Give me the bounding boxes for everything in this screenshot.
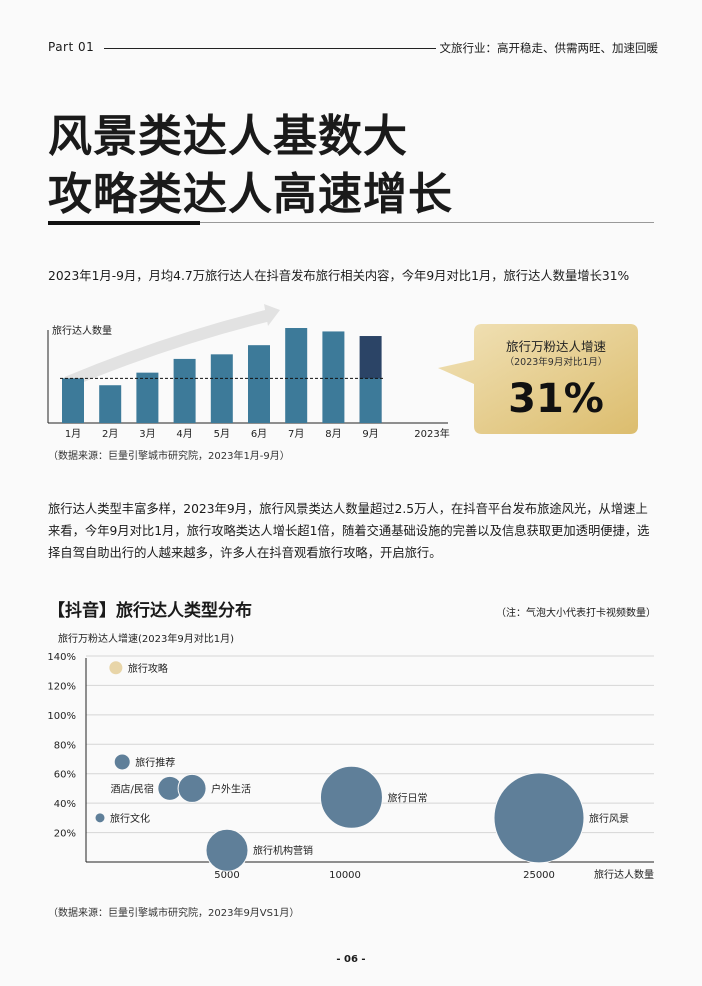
bar-tick-label: 7月 [288,428,304,440]
bar-4 [173,358,196,423]
type-bubble-chart: 旅行万粉达人增速(2023年9月对比1月) 20% 40% 60% 80% 100% 120… [47,632,654,881]
bubble-label: 旅行日常 [387,791,427,804]
bar-tick-label: 9月 [362,428,378,440]
bubble-y-tick-label: 120% [47,681,76,692]
bubble-旅行攻略 [108,660,124,676]
bubble-label: 旅行风景 [589,812,629,825]
bubble-旅行风景 [493,772,585,864]
intro-text: 2023年1月-9月，月均4.7万旅行达人在抖音发布旅行相关内容，今年9月对比1… [48,269,630,283]
bar-tick-label: 3月 [139,428,155,440]
bar-6 [248,345,270,423]
title-line-1: 风景类达人基数大 [48,111,408,162]
bubble-x-tick-label: 5000 [214,870,239,881]
bar-8 [322,331,345,423]
part-label: Part 01 [48,40,95,54]
callout-subtitle: （2023年9月对比1月） [504,357,608,368]
bar-chart-xlabel: 2023年 [414,427,449,440]
page-header: Part 01 文旅行业：高开稳走、供需两旺、加速回暖 [48,40,658,56]
bar-tick-label: 2月 [102,428,118,440]
bar-tick-label: 5月 [214,428,230,440]
title-divider-accent [48,221,200,225]
bubble-label: 酒店/民宿 [110,782,153,795]
section-subject: 文旅行业：高开稳走、供需两旺、加速回暖 [439,41,659,55]
callout-bubble-shape [438,324,638,434]
bar-3 [136,372,159,423]
bar-2 [99,385,122,423]
bubble-chart-xlabel: 旅行达人数量 [594,868,654,881]
bubble-label: 旅行文化 [110,812,150,825]
bubble-旅行文化 [94,812,106,824]
bar-chart-source: （数据来源：巨量引擎城市研究院，2023年1月-9月） [48,451,290,462]
bubble-section-note: （注：气泡大小代表打卡视频数量） [496,608,656,619]
page-title: 风景类达人基数大 攻略类达人高速增长 [48,108,453,224]
body-paragraph: 旅行达人类型丰富多样，2023年9月，旅行风景类达人数量超过2.5万人，在抖音平… [48,502,650,560]
bubble-chart-source: （数据来源：巨量引擎城市研究院，2023年9月VS1月） [48,908,300,919]
bubble-旅行机构营销 [205,828,249,872]
bar-9-base [359,378,382,423]
bubble-y-tick-label: 80% [54,740,76,751]
bubble-旅行推荐 [113,753,131,771]
bar-5 [210,354,233,423]
title-divider [48,222,654,223]
bubble-chart-ylabel: 旅行万粉达人增速(2023年9月对比1月) [58,632,234,645]
bubble-y-tick-label: 60% [54,770,76,781]
bubble-户外生活 [177,773,207,803]
trend-arrow [62,310,272,388]
bar-1 [62,378,84,423]
bubble-section-title: 【抖音】旅行达人类型分布 [48,601,252,621]
bar-chart-ylabel: 旅行达人数量 [52,324,112,337]
bubble-y-tick-label: 20% [54,829,76,840]
bubble-y-tick-label: 140% [47,652,76,663]
bar-tick-label: 4月 [176,428,192,440]
trend-arrow-head [264,304,280,326]
bubble-x-tick-label: 25000 [523,870,555,881]
callout-title: 旅行万粉达人增速 [505,339,606,354]
bubble-label: 户外生活 [211,782,251,795]
bar-tick-label: 1月 [65,428,81,440]
bubble-label: 旅行攻略 [128,662,168,675]
bubble-label: 旅行推荐 [135,756,175,769]
bubble-旅行日常 [319,765,383,829]
bubble-y-tick-label: 40% [54,799,76,810]
bar-7 [285,328,308,423]
page-number: - 06 - [336,954,366,965]
bar-tick-label: 8月 [325,428,341,440]
bar-tick-label: 6月 [251,428,267,440]
bubble-y-tick-label: 100% [47,711,76,722]
monthly-bar-chart: 旅行达人数量 1月 2月 3月 4月 5月 6月 7月 8月 9月 2023年 [47,304,450,440]
callout-value: 31% [508,376,604,422]
growth-callout: 旅行万粉达人增速 （2023年9月对比1月） 31% [438,320,638,434]
bubble-x-tick-label: 10000 [329,870,361,881]
header-rule [104,48,436,49]
title-line-2: 攻略类达人高速增长 [48,169,453,220]
bubble-label: 旅行机构营销 [253,844,313,857]
